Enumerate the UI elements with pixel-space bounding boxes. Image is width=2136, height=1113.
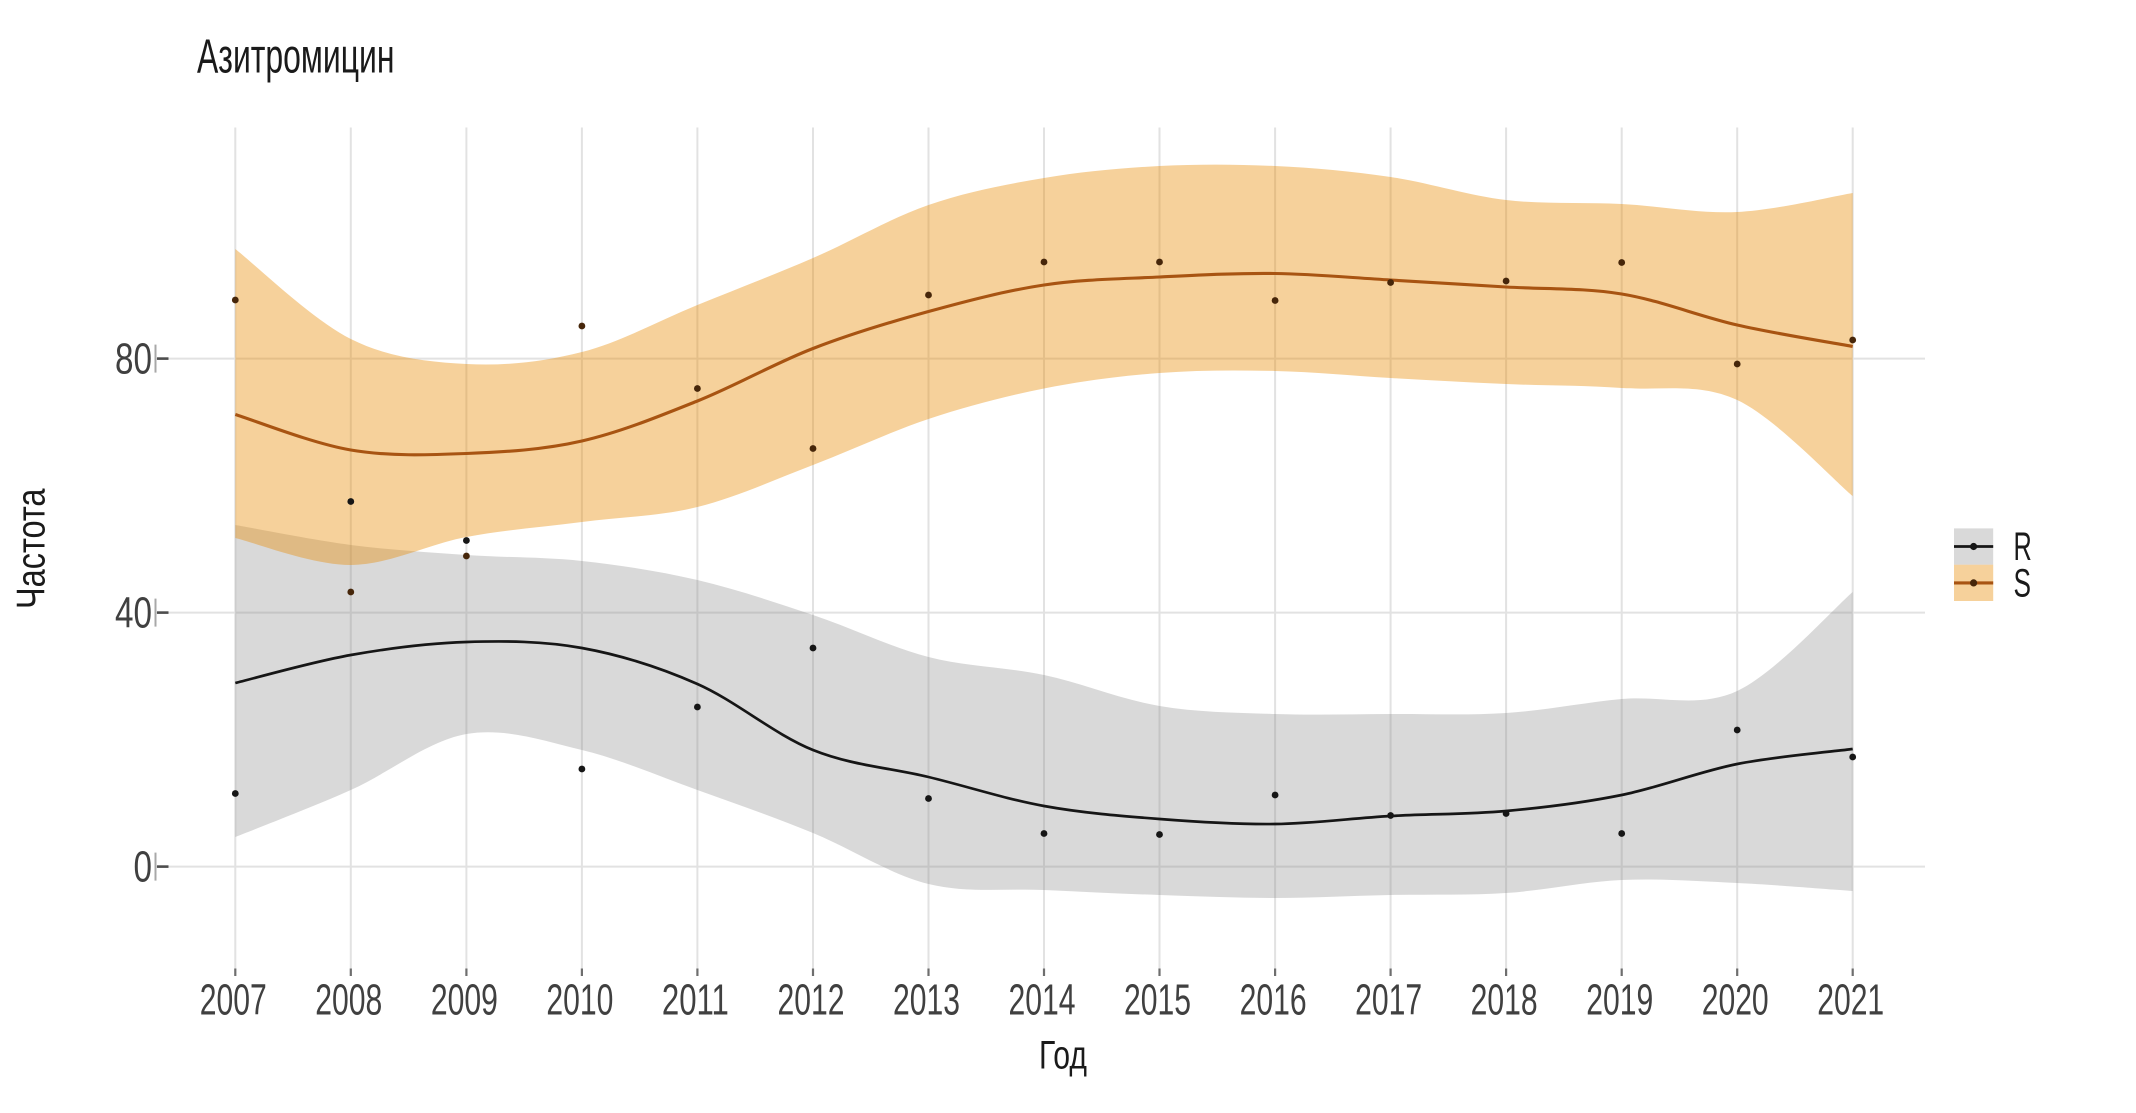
svg-text:S: S	[2014, 562, 2032, 606]
svg-text:2007: 2007	[200, 976, 267, 1025]
svg-text:R: R	[2014, 525, 2032, 569]
svg-text:2009: 2009	[431, 976, 498, 1025]
svg-text:2010: 2010	[546, 976, 613, 1025]
svg-text:2015: 2015	[1124, 976, 1191, 1025]
svg-text:80: 80	[115, 335, 152, 384]
svg-text:2014: 2014	[1009, 976, 1076, 1025]
svg-text:2019: 2019	[1586, 976, 1653, 1025]
svg-text:2020: 2020	[1702, 976, 1769, 1025]
svg-text:0: 0	[134, 843, 153, 892]
svg-text:Год: Год	[1039, 1034, 1087, 1078]
svg-text:2013: 2013	[893, 976, 960, 1025]
svg-text:2018: 2018	[1471, 976, 1538, 1025]
svg-text:Частота: Частота	[10, 488, 54, 609]
svg-text:40: 40	[115, 589, 152, 638]
svg-text:2021: 2021	[1817, 976, 1884, 1025]
svg-text:2008: 2008	[315, 976, 382, 1025]
svg-text:2017: 2017	[1355, 976, 1422, 1025]
svg-text:Азитромицин: Азитромицин	[197, 31, 395, 84]
svg-text:2011: 2011	[662, 976, 729, 1025]
svg-text:2012: 2012	[778, 976, 845, 1025]
svg-text:2016: 2016	[1240, 976, 1307, 1025]
